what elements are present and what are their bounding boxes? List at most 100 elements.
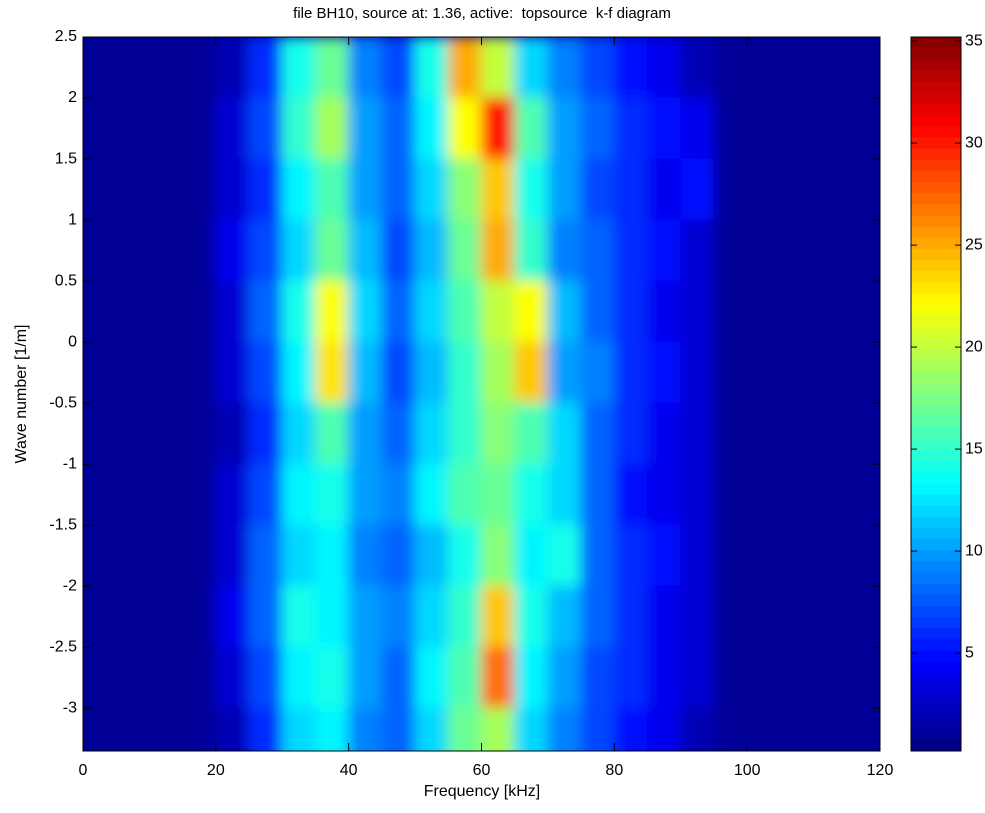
contour-cell (547, 158, 582, 221)
contour-cell (447, 219, 482, 282)
contour-cell (547, 97, 582, 160)
contour-cell (215, 219, 250, 282)
contour-cell (381, 463, 416, 526)
colorbar-swatch (911, 483, 961, 495)
contour-cell (248, 158, 283, 221)
colorbar-swatch (911, 382, 961, 395)
contour-cell (148, 524, 184, 587)
contour-cell (680, 646, 715, 709)
contour-cell (580, 463, 615, 526)
contour-cell (481, 280, 516, 343)
colorbar-swatch (911, 271, 961, 283)
contour-cell (481, 158, 516, 221)
contour-cell (281, 402, 316, 465)
contour-cell (83, 646, 117, 709)
contour-cell (680, 158, 715, 221)
colorbar-swatch (911, 583, 961, 596)
colorbar-swatch (911, 349, 961, 362)
contour-cell (182, 97, 217, 160)
contour-cell (281, 280, 316, 343)
y-tick-label: 1.5 (55, 150, 77, 167)
contour-cell (248, 280, 283, 343)
contour-cell (713, 219, 748, 282)
contour-cell (281, 585, 316, 648)
contour-cell (846, 646, 880, 709)
contour-cell (414, 524, 449, 587)
y-tick-label: 2 (68, 89, 77, 106)
colorbar-swatch (911, 137, 961, 150)
contour-cell (182, 524, 217, 587)
contour-cell (580, 97, 615, 160)
colorbar-swatch (911, 494, 961, 507)
contour-cell (381, 402, 416, 465)
chart-title: file BH10, source at: 1.36, active: tops… (293, 5, 671, 22)
contour-cell (514, 707, 549, 751)
x-tick-label: 100 (734, 762, 761, 779)
contour-cell (813, 463, 848, 526)
contour-cell (547, 280, 582, 343)
contour-cell (148, 585, 184, 648)
contour-cell (713, 463, 748, 526)
contour-cell (348, 97, 383, 160)
contour-cell (481, 707, 516, 751)
contour-cell (314, 37, 350, 99)
contour-cell (846, 524, 880, 587)
contour-cell (348, 219, 383, 282)
contour-cell (514, 219, 549, 282)
contour-cell (547, 341, 582, 404)
contour-cell (115, 219, 150, 282)
contour-cell (580, 707, 615, 751)
colorbar-swatch (911, 327, 961, 339)
contour-cell (348, 463, 383, 526)
colorbar-swatch (911, 148, 961, 161)
colorbar-swatch (911, 639, 961, 652)
contour-cell (779, 280, 815, 343)
contour-cell (83, 524, 117, 587)
colorbar-swatch (911, 561, 961, 573)
contour-cell (281, 524, 316, 587)
colorbar-swatch (911, 438, 961, 451)
contour-cell (746, 219, 781, 282)
contour-cell (680, 341, 715, 404)
contour-cell (647, 219, 682, 282)
colorbar-swatch (911, 204, 961, 216)
contour-cell (215, 37, 250, 99)
contour-cell (281, 158, 316, 221)
contour-cell (314, 341, 350, 404)
contour-cell (713, 646, 748, 709)
contour-cell (115, 585, 150, 648)
contour-cell (680, 524, 715, 587)
contour-cell (746, 524, 781, 587)
contour-cell (414, 219, 449, 282)
contour-cell (115, 646, 150, 709)
contour-cell (248, 585, 283, 648)
contour-cell (447, 97, 482, 160)
contour-cell (746, 585, 781, 648)
contour-cell (447, 402, 482, 465)
contour-cell (813, 341, 848, 404)
contour-cell (647, 158, 682, 221)
contour-cell (647, 97, 682, 160)
x-tick-label: 120 (867, 762, 894, 779)
contour-cell (613, 219, 649, 282)
axes: 0 20 40 60 80 100 120 -3 -2.5 -2 -1.5 -1 -0.5 0 0.5 1 1.… (49, 28, 893, 779)
contour-cell (713, 280, 748, 343)
contour-cell (115, 280, 150, 343)
colorbar-swatch (911, 282, 961, 295)
colorbar-swatch (911, 81, 961, 94)
contour-cell (115, 524, 150, 587)
y-tick-label: -1 (63, 455, 77, 472)
contour-cell (148, 646, 184, 709)
contour-cell (148, 280, 184, 343)
contour-cell (547, 524, 582, 587)
colorbar-swatch (911, 505, 961, 518)
contour-cell (846, 158, 880, 221)
contour-cell (148, 341, 184, 404)
contour-cell (83, 341, 117, 404)
contour-cell (83, 585, 117, 648)
contour-cell (182, 402, 217, 465)
contour-cell (680, 37, 715, 99)
contour-cell (481, 219, 516, 282)
contour-cell (83, 463, 117, 526)
contour-cell (248, 341, 283, 404)
